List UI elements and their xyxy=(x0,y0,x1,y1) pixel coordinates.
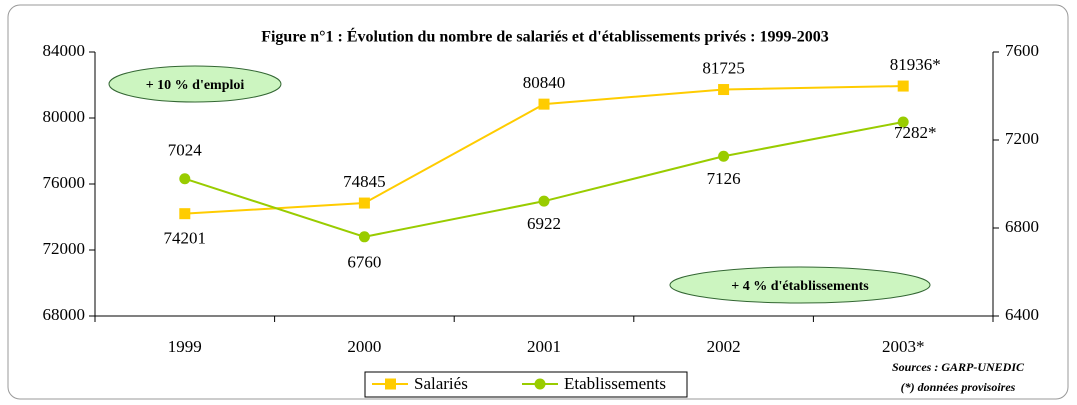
value-label: 6922 xyxy=(527,214,561,233)
legend-label: Salariés xyxy=(414,374,468,393)
annotation-bubble xyxy=(669,266,931,304)
y2-tick-label: 6800 xyxy=(1005,217,1039,236)
point xyxy=(538,195,550,207)
annotation-bubble xyxy=(108,65,282,103)
y-tick-label: 76000 xyxy=(43,173,86,192)
point xyxy=(718,150,730,162)
y-tick-label: 72000 xyxy=(43,239,86,258)
x-tick-label: 1999 xyxy=(168,337,202,356)
point xyxy=(358,231,370,243)
point xyxy=(179,173,191,185)
point xyxy=(718,84,730,96)
x-tick-label: 2000 xyxy=(347,337,381,356)
point xyxy=(897,80,909,92)
value-label: 6760 xyxy=(347,253,381,272)
y2-tick-label: 7200 xyxy=(1005,129,1039,148)
source: Sources : GARP-UNEDIC xyxy=(892,360,1025,374)
x-tick-label: 2002 xyxy=(707,337,741,356)
value-label: 7024 xyxy=(168,141,203,160)
y2-tick-label: 7600 xyxy=(1005,41,1039,60)
legend-marker xyxy=(385,378,396,390)
y-tick-label: 84000 xyxy=(43,41,86,60)
point xyxy=(897,116,909,128)
legend-marker xyxy=(534,378,546,390)
legend xyxy=(364,371,688,398)
value-label: 74845 xyxy=(343,172,386,191)
value-label: 7282* xyxy=(894,123,937,142)
annotation: + 4 % d'établissements xyxy=(731,279,869,294)
value-label: 80840 xyxy=(523,73,566,92)
x-tick-label: 2001 xyxy=(527,337,561,356)
note: (*) données provisoires xyxy=(901,380,1016,394)
value-label: 74201 xyxy=(164,229,207,248)
chart-title: Figure n°1 : Évolution du nombre de sala… xyxy=(261,27,829,46)
point xyxy=(538,98,550,110)
value-label: 81725 xyxy=(702,58,745,77)
x-tick-label: 2003* xyxy=(882,337,925,356)
y-tick-label: 80000 xyxy=(43,107,86,126)
value-label: 81936* xyxy=(890,55,941,74)
annotation: + 10 % d'emploi xyxy=(146,78,245,93)
y2-tick-label: 6400 xyxy=(1005,305,1039,324)
legend-label: Etablissements xyxy=(564,374,666,393)
value-label: 7126 xyxy=(707,169,741,188)
point xyxy=(179,208,191,220)
point xyxy=(358,197,370,209)
y-tick-label: 68000 xyxy=(43,305,86,324)
